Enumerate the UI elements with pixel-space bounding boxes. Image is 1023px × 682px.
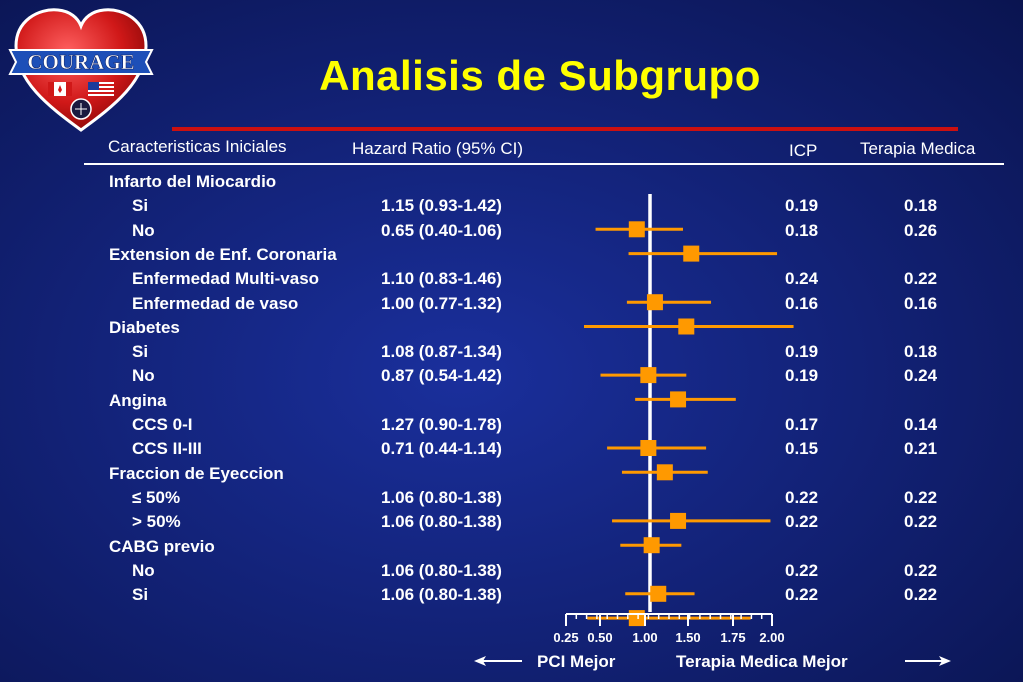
page-title: Analisis de Subgrupo bbox=[319, 52, 761, 99]
row-label: CCS 0-I bbox=[132, 415, 193, 434]
row-label: Si bbox=[132, 196, 149, 216]
medical-value: 0.22 bbox=[904, 487, 938, 507]
point-marker bbox=[640, 440, 657, 456]
title-underline bbox=[172, 127, 958, 131]
right-arrow-line bbox=[905, 660, 943, 662]
row-label: Enfermedad de vaso bbox=[132, 293, 299, 313]
hazard-ratio-value: 1.06 (0.80-1.38) bbox=[381, 512, 502, 532]
point-marker bbox=[650, 585, 667, 602]
point-marker bbox=[628, 221, 645, 238]
pci-better-label: PCI Mejor bbox=[537, 652, 616, 671]
row-label: No bbox=[132, 366, 155, 386]
icp-value: 0.19 bbox=[785, 196, 819, 216]
medical-value: 0.18 bbox=[904, 342, 938, 362]
row-label: > 50% bbox=[132, 512, 181, 532]
medical-value: 0.22 bbox=[904, 560, 938, 580]
right-arrow-icon bbox=[939, 656, 951, 666]
row-label: No bbox=[132, 220, 155, 240]
hazard-ratio-value: 1.10 (0.83-1.46) bbox=[381, 269, 502, 289]
medical-value: 0.22 bbox=[904, 269, 938, 289]
medical-better-label: Terapia Medica Mejor bbox=[676, 652, 848, 671]
group-label: Infarto del Miocardio bbox=[109, 172, 277, 191]
x-tick-label: 1.75 bbox=[720, 630, 745, 645]
group-label: Diabetes bbox=[109, 317, 180, 337]
icp-value: 0.22 bbox=[785, 487, 819, 507]
row-label: Si bbox=[132, 342, 149, 362]
x-tick-label: 0.50 bbox=[587, 630, 612, 645]
point-marker bbox=[670, 512, 687, 529]
hazard-ratio-value: 1.06 (0.80-1.38) bbox=[381, 560, 502, 580]
hazard-ratio-value: 0.65 (0.40-1.06) bbox=[381, 220, 502, 240]
row-label: Si bbox=[132, 585, 149, 605]
header-icp: ICP bbox=[789, 141, 818, 160]
medical-value: 0.21 bbox=[904, 439, 938, 459]
point-marker bbox=[628, 610, 645, 627]
medical-value: 0.18 bbox=[904, 196, 938, 216]
row-label: Enfermedad Multi-vaso bbox=[132, 269, 320, 289]
icp-value: 0.24 bbox=[785, 269, 819, 289]
icp-value: 0.17 bbox=[785, 415, 819, 434]
point-marker bbox=[678, 318, 695, 335]
point-marker bbox=[643, 537, 660, 554]
point-marker bbox=[683, 245, 700, 262]
point-marker bbox=[670, 391, 687, 408]
medical-value: 0.22 bbox=[904, 512, 938, 532]
left-arrow-icon bbox=[474, 656, 486, 666]
header-medical-therapy: Terapia Medica bbox=[860, 139, 976, 158]
row-label: CCS II-III bbox=[132, 439, 202, 459]
icp-value: 0.22 bbox=[785, 585, 819, 605]
group-label: CABG previo bbox=[109, 536, 215, 556]
hazard-ratio-value: 1.08 (0.87-1.34) bbox=[381, 342, 502, 362]
x-tick-label: 0.25 bbox=[553, 630, 578, 645]
x-tick-label: 1.50 bbox=[675, 630, 700, 645]
group-label: Extension de Enf. Coronaria bbox=[109, 244, 337, 264]
header-divider bbox=[84, 163, 1004, 165]
x-tick-label: 2.00 bbox=[759, 630, 784, 645]
hazard-ratio-value: 1.06 (0.80-1.38) bbox=[381, 585, 502, 605]
medical-value: 0.24 bbox=[904, 366, 938, 386]
group-label: Fraccion de Eyeccion bbox=[109, 463, 284, 483]
medical-value: 0.16 bbox=[904, 293, 938, 313]
icp-value: 0.19 bbox=[785, 342, 819, 362]
courage-logo: COURAGE bbox=[8, 8, 154, 132]
group-label: Angina bbox=[109, 390, 167, 410]
hazard-ratio-value: 1.27 (0.90-1.78) bbox=[381, 415, 502, 434]
medical-value: 0.26 bbox=[904, 220, 938, 240]
point-marker bbox=[656, 464, 673, 481]
hazard-ratio-value: 1.06 (0.80-1.38) bbox=[381, 487, 502, 507]
header-characteristics: Caracteristicas Iniciales bbox=[108, 137, 287, 156]
hazard-ratio-value: 0.71 (0.44-1.14) bbox=[381, 439, 502, 459]
medical-value: 0.22 bbox=[904, 585, 938, 605]
icp-value: 0.18 bbox=[785, 220, 819, 240]
icp-value: 0.19 bbox=[785, 366, 819, 386]
row-label: ≤ 50% bbox=[132, 487, 181, 507]
icp-value: 0.15 bbox=[785, 439, 819, 459]
left-arrow-line bbox=[482, 660, 522, 662]
medical-value: 0.14 bbox=[904, 415, 938, 434]
row-label: No bbox=[132, 560, 155, 580]
icp-value: 0.22 bbox=[785, 560, 819, 580]
x-tick-label: 1.00 bbox=[632, 630, 657, 645]
header-hazard-ratio: Hazard Ratio (95% CI) bbox=[352, 139, 524, 158]
hazard-ratio-value: 1.15 (0.93-1.42) bbox=[381, 196, 502, 216]
icp-value: 0.22 bbox=[785, 512, 819, 532]
icp-value: 0.16 bbox=[785, 293, 819, 313]
point-marker bbox=[640, 367, 657, 384]
hazard-ratio-value: 0.87 (0.54-1.42) bbox=[381, 366, 502, 386]
logo-text: COURAGE bbox=[27, 50, 134, 74]
hazard-ratio-value: 1.00 (0.77-1.32) bbox=[381, 293, 502, 313]
point-marker bbox=[646, 294, 663, 311]
